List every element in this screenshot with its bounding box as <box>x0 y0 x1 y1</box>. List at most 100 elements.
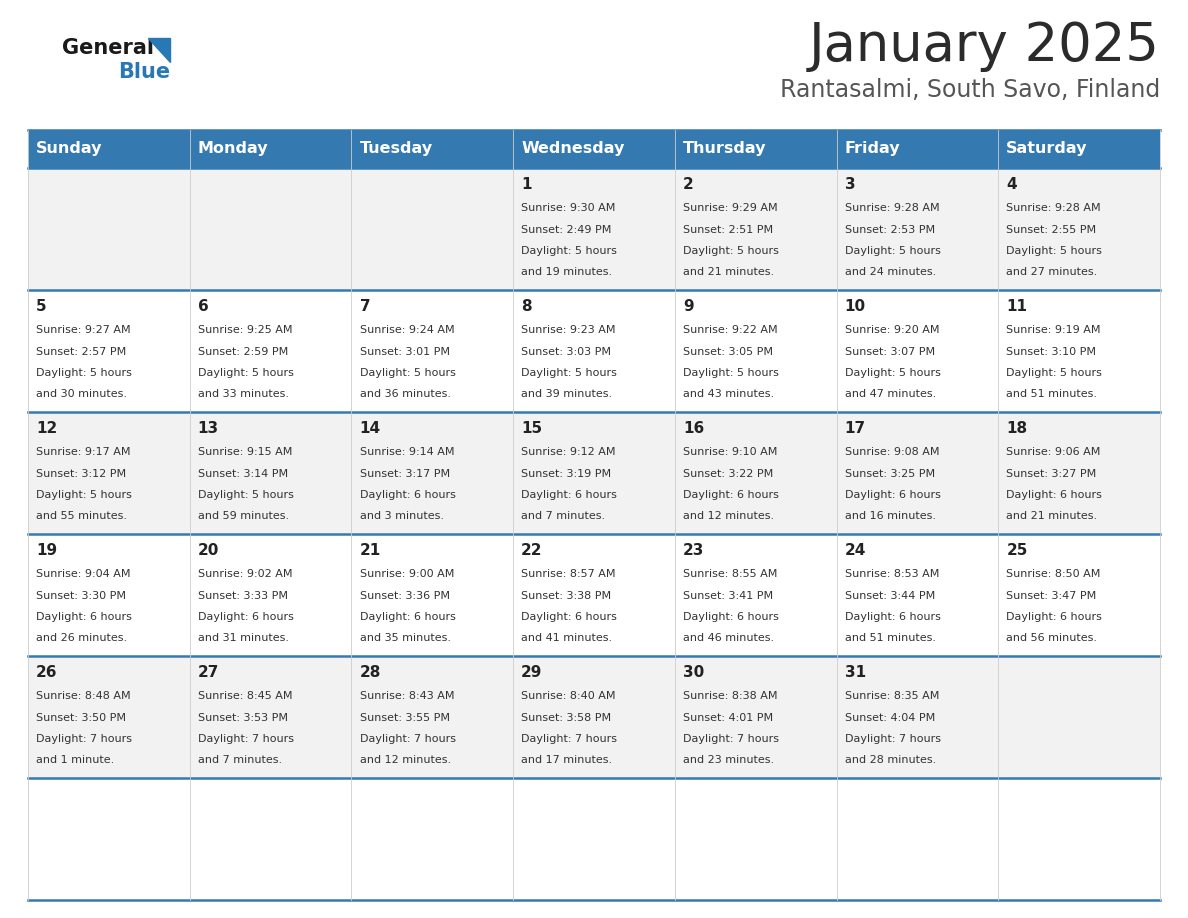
Bar <box>352 412 513 534</box>
Text: Daylight: 6 hours: Daylight: 6 hours <box>1006 490 1102 500</box>
Text: Sunset: 3:33 PM: Sunset: 3:33 PM <box>197 590 287 600</box>
Bar <box>29 168 190 290</box>
Text: 1: 1 <box>522 176 532 192</box>
Text: Sunrise: 9:28 AM: Sunrise: 9:28 AM <box>1006 204 1101 213</box>
Text: Sunset: 3:14 PM: Sunset: 3:14 PM <box>197 469 287 478</box>
Bar <box>190 778 352 900</box>
Text: Sunset: 2:51 PM: Sunset: 2:51 PM <box>683 225 773 235</box>
Text: Sunrise: 9:28 AM: Sunrise: 9:28 AM <box>845 204 940 213</box>
Text: Sunset: 3:36 PM: Sunset: 3:36 PM <box>360 590 449 600</box>
Bar <box>998 778 1159 900</box>
Text: 5: 5 <box>36 298 46 314</box>
Text: 3: 3 <box>845 176 855 192</box>
Text: Sunset: 3:53 PM: Sunset: 3:53 PM <box>197 712 287 722</box>
Text: 22: 22 <box>522 543 543 557</box>
Text: Sunrise: 9:17 AM: Sunrise: 9:17 AM <box>36 447 131 457</box>
Text: Daylight: 5 hours: Daylight: 5 hours <box>197 368 293 378</box>
Bar <box>190 290 352 412</box>
Text: Sunset: 3:47 PM: Sunset: 3:47 PM <box>1006 590 1097 600</box>
Text: Sunset: 3:01 PM: Sunset: 3:01 PM <box>360 347 449 357</box>
Text: Sunrise: 8:50 AM: Sunrise: 8:50 AM <box>1006 569 1101 579</box>
Text: and 43 minutes.: and 43 minutes. <box>683 389 775 399</box>
Text: 4: 4 <box>1006 176 1017 192</box>
Bar <box>675 412 836 534</box>
Text: Sunset: 3:03 PM: Sunset: 3:03 PM <box>522 347 612 357</box>
Text: Sunrise: 9:06 AM: Sunrise: 9:06 AM <box>1006 447 1101 457</box>
Text: Daylight: 6 hours: Daylight: 6 hours <box>36 612 132 622</box>
Bar <box>836 778 998 900</box>
Text: Daylight: 5 hours: Daylight: 5 hours <box>522 246 617 256</box>
Text: Sunset: 3:19 PM: Sunset: 3:19 PM <box>522 469 612 478</box>
Bar <box>836 412 998 534</box>
Text: Sunset: 3:44 PM: Sunset: 3:44 PM <box>845 590 935 600</box>
Bar <box>998 656 1159 778</box>
Text: Daylight: 7 hours: Daylight: 7 hours <box>36 734 132 744</box>
Bar <box>352 130 513 168</box>
Text: 27: 27 <box>197 665 219 679</box>
Text: Blue: Blue <box>118 62 170 82</box>
Text: Sunrise: 8:45 AM: Sunrise: 8:45 AM <box>197 691 292 701</box>
Text: 20: 20 <box>197 543 219 557</box>
Text: and 19 minutes.: and 19 minutes. <box>522 267 612 277</box>
Bar <box>513 168 675 290</box>
Bar <box>190 412 352 534</box>
Text: 9: 9 <box>683 298 694 314</box>
Bar <box>352 656 513 778</box>
Text: 13: 13 <box>197 420 219 435</box>
Bar <box>513 534 675 656</box>
Text: Daylight: 6 hours: Daylight: 6 hours <box>197 612 293 622</box>
Text: Sunrise: 9:25 AM: Sunrise: 9:25 AM <box>197 325 292 335</box>
Text: Sunrise: 8:55 AM: Sunrise: 8:55 AM <box>683 569 777 579</box>
Text: Sunrise: 9:22 AM: Sunrise: 9:22 AM <box>683 325 778 335</box>
Bar <box>29 412 190 534</box>
Text: Sunrise: 8:48 AM: Sunrise: 8:48 AM <box>36 691 131 701</box>
Text: and 41 minutes.: and 41 minutes. <box>522 633 612 644</box>
Bar <box>836 656 998 778</box>
Text: Rantasalmi, South Savo, Finland: Rantasalmi, South Savo, Finland <box>779 78 1159 102</box>
Text: and 23 minutes.: and 23 minutes. <box>683 756 775 766</box>
Text: Daylight: 5 hours: Daylight: 5 hours <box>36 368 132 378</box>
Text: Sunset: 3:30 PM: Sunset: 3:30 PM <box>36 590 126 600</box>
Text: 24: 24 <box>845 543 866 557</box>
Text: Wednesday: Wednesday <box>522 141 625 156</box>
Text: Sunrise: 9:02 AM: Sunrise: 9:02 AM <box>197 569 292 579</box>
Bar <box>513 290 675 412</box>
Bar <box>352 168 513 290</box>
Text: Daylight: 5 hours: Daylight: 5 hours <box>845 246 941 256</box>
Text: Sunrise: 9:14 AM: Sunrise: 9:14 AM <box>360 447 454 457</box>
Text: 31: 31 <box>845 665 866 679</box>
Bar <box>836 130 998 168</box>
Text: Sunset: 3:07 PM: Sunset: 3:07 PM <box>845 347 935 357</box>
Text: 14: 14 <box>360 420 380 435</box>
Text: Daylight: 5 hours: Daylight: 5 hours <box>683 246 779 256</box>
Text: 19: 19 <box>36 543 57 557</box>
Bar <box>998 412 1159 534</box>
Bar <box>513 130 675 168</box>
Text: Sunrise: 8:40 AM: Sunrise: 8:40 AM <box>522 691 615 701</box>
Text: and 24 minutes.: and 24 minutes. <box>845 267 936 277</box>
Text: Sunrise: 9:04 AM: Sunrise: 9:04 AM <box>36 569 131 579</box>
Bar <box>29 130 190 168</box>
Text: and 56 minutes.: and 56 minutes. <box>1006 633 1098 644</box>
Text: 16: 16 <box>683 420 704 435</box>
Text: 25: 25 <box>1006 543 1028 557</box>
Text: Daylight: 7 hours: Daylight: 7 hours <box>360 734 455 744</box>
Text: and 55 minutes.: and 55 minutes. <box>36 511 127 521</box>
Bar <box>675 656 836 778</box>
Text: Sunset: 4:04 PM: Sunset: 4:04 PM <box>845 712 935 722</box>
Text: Daylight: 6 hours: Daylight: 6 hours <box>683 612 779 622</box>
Text: Sunrise: 9:19 AM: Sunrise: 9:19 AM <box>1006 325 1101 335</box>
Bar <box>675 290 836 412</box>
Text: and 1 minute.: and 1 minute. <box>36 756 114 766</box>
Text: and 26 minutes.: and 26 minutes. <box>36 633 127 644</box>
Text: Daylight: 6 hours: Daylight: 6 hours <box>1006 612 1102 622</box>
Bar <box>190 534 352 656</box>
Text: and 46 minutes.: and 46 minutes. <box>683 633 775 644</box>
Text: Sunset: 3:41 PM: Sunset: 3:41 PM <box>683 590 773 600</box>
Text: Sunset: 3:27 PM: Sunset: 3:27 PM <box>1006 469 1097 478</box>
Text: Daylight: 5 hours: Daylight: 5 hours <box>683 368 779 378</box>
Text: Sunrise: 9:29 AM: Sunrise: 9:29 AM <box>683 204 778 213</box>
Text: Sunrise: 8:57 AM: Sunrise: 8:57 AM <box>522 569 615 579</box>
Text: and 3 minutes.: and 3 minutes. <box>360 511 443 521</box>
Text: Sunset: 3:05 PM: Sunset: 3:05 PM <box>683 347 773 357</box>
